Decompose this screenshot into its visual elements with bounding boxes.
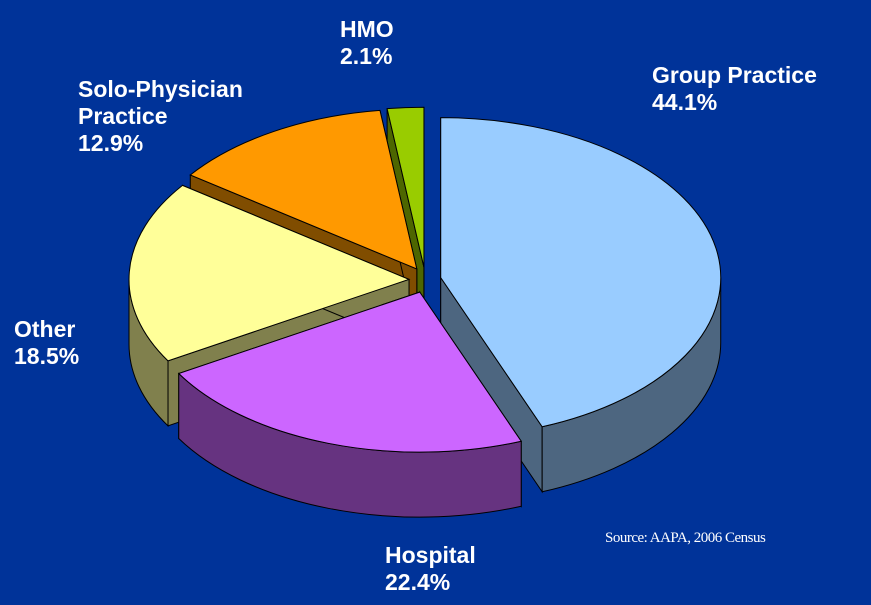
value-label: 12.9% [78, 130, 144, 156]
value-label: 44.1% [652, 89, 718, 115]
category-label: Hospital [385, 542, 476, 568]
source-note: Source: AAPA, 2006 Census [605, 530, 766, 546]
slice-label: Group Practice 44.1% [652, 62, 871, 116]
slice-label: HMO 2.1% [340, 16, 440, 70]
slice-label: Other 18.5% [14, 316, 164, 370]
slice [440, 117, 722, 428]
slice [189, 109, 418, 270]
slice-label: Hospital 22.4% [385, 542, 585, 596]
value-label: 22.4% [385, 569, 451, 595]
category-label: Other [14, 316, 76, 342]
slice-label: Solo-Physician Practice 12.9% [78, 76, 318, 157]
slice [386, 106, 425, 268]
value-label: 2.1% [340, 43, 393, 69]
slice [128, 184, 411, 362]
slice [177, 291, 523, 453]
category-label: HMO [340, 16, 394, 42]
value-label: 18.5% [14, 343, 80, 369]
category-label: Solo-Physician Practice [78, 76, 243, 129]
category-label: Group Practice [652, 62, 817, 88]
